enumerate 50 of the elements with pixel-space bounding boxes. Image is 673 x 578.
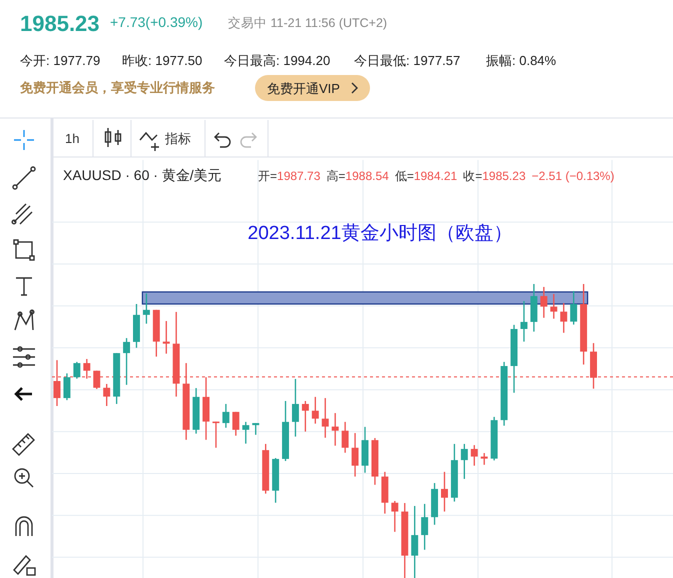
candlestick: [242, 421, 250, 444]
candlestick: [520, 300, 528, 342]
text: 免费开通会员，享受专业行情服务: [19, 80, 215, 95]
candlestick: [342, 421, 349, 454]
text: 高=1988.54: [326, 169, 390, 183]
candlestick: [292, 378, 299, 438]
candlestick: [570, 290, 578, 326]
candlestick: [123, 337, 130, 386]
text: 今日最高: 1994.20: [224, 53, 330, 68]
text: 1h: [65, 131, 80, 146]
candlestick: [162, 320, 170, 354]
text: 免费开通VIP: [267, 81, 340, 96]
candlestick: [232, 411, 240, 436]
candlestick: [391, 500, 398, 532]
candlestick: [480, 452, 488, 466]
candlestick: [411, 505, 418, 578]
chart-title: 2023.11.21黄金小时图（欧盘）: [248, 223, 512, 244]
candlestick: [142, 292, 150, 324]
candlestick: [560, 302, 568, 334]
text: 1985.23: [482, 169, 526, 183]
candlestick: [352, 432, 359, 478]
candlestick: [540, 286, 548, 318]
candlestick: [302, 400, 309, 432]
text: +7.73(+0.39%): [110, 14, 203, 30]
candlestick: [441, 471, 448, 512]
text: 开=1987.73: [258, 169, 321, 183]
candlestick: [103, 383, 110, 407]
candlestick: [460, 443, 468, 480]
candlestick: [252, 422, 260, 436]
text: 低=1984.21: [394, 169, 458, 183]
chart-subtitle: XAUUSD · 60 · 黄金/美元: [63, 167, 222, 183]
candlestick: [312, 396, 319, 424]
text: 指标: [164, 131, 191, 146]
text: 今日最低: 1977.57: [354, 53, 460, 68]
text: 振幅: 0.84%: [486, 53, 557, 68]
text: 交易中 11-21 11:56 (UTC+2): [228, 15, 388, 30]
text: 今开: 1977.79: [20, 53, 100, 68]
text: 昨收: 1977.50: [122, 53, 202, 68]
candlestick: [421, 503, 428, 550]
text: 1985.23: [20, 11, 100, 36]
candlestick: [73, 361, 80, 380]
candlestick: [212, 420, 220, 448]
candlestick: [470, 444, 478, 466]
candlestick: [322, 397, 329, 438]
text: −2.51 (−0.13%): [532, 169, 614, 183]
candlestick: [550, 293, 558, 320]
candlestick: [63, 372, 70, 401]
candlestick: [332, 412, 339, 446]
text: 收=: [463, 169, 482, 183]
candlestick: [222, 403, 230, 428]
